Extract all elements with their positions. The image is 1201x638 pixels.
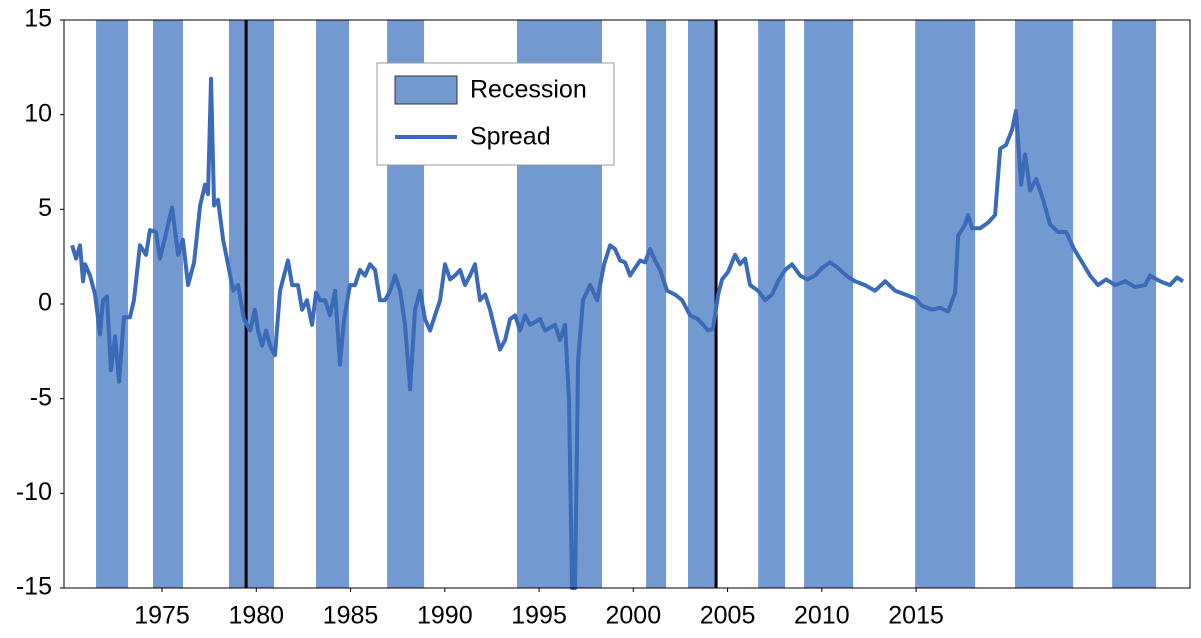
x-tick-label: 1985 [323,602,379,630]
spread-line [70,76,1185,590]
x-tick-label: 1980 [228,602,284,630]
recession-band [915,20,976,588]
plot-lines [70,20,1185,590]
legend: Recession Spread [376,62,615,166]
x-tick-label: 1995 [511,602,567,630]
recession-band [1015,20,1074,588]
recession-band [804,20,854,588]
y-tick-label: -15 [16,573,52,601]
legend-label: Recession [470,76,587,104]
x-tick-label: 2010 [794,602,850,630]
x-tick-label: 1975 [134,602,190,630]
y-tick-label: 15 [24,5,52,33]
legend-swatch [394,75,458,105]
recession-band [646,20,667,588]
y-tick-label: 10 [24,99,52,127]
y-tick-label: -10 [16,478,52,506]
y-tick-label: -5 [30,383,52,411]
y-tick-label: 5 [38,194,52,222]
x-tick-label: 2000 [606,602,662,630]
x-tick-label: 1990 [417,602,473,630]
x-tick-label: 2005 [700,602,756,630]
recession-bands [96,20,1157,588]
legend-label: Spread [470,123,551,151]
recession-band [758,20,786,588]
y-tick-label: 0 [38,289,52,317]
recession-band [152,20,183,588]
recession-band [228,20,275,588]
recession-band [687,20,717,588]
x-tick-label: 2015 [888,602,944,630]
recession-band [1112,20,1157,588]
